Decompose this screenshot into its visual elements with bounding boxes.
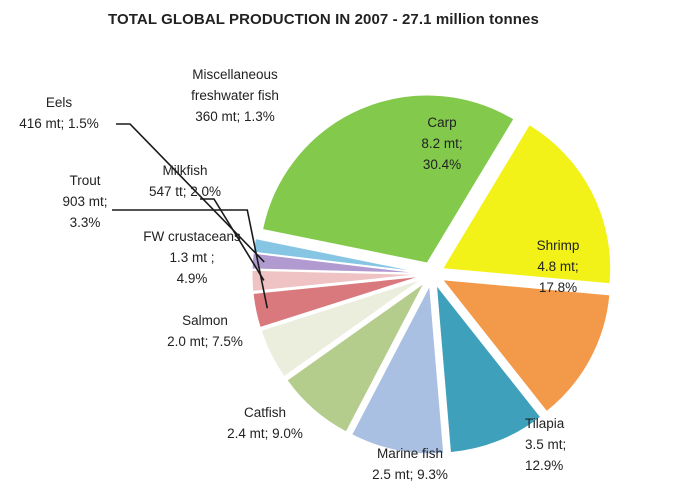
pie-slice-shrimp xyxy=(441,123,612,285)
label-salmon: Salmon 2.0 mt; 7.5% xyxy=(167,313,243,349)
pie-slice-salmon xyxy=(286,282,425,433)
pie-slice-tilapia xyxy=(441,279,611,413)
leader-line-eels xyxy=(116,123,265,263)
label-fw-crustaceans: FW crustaceans 1.3 mt ; 4.9% xyxy=(143,229,241,286)
pie-slice-catfish xyxy=(351,284,445,455)
pie-slice-carp xyxy=(261,94,515,264)
label-carp: Carp 8.2 mt; 30.4% xyxy=(421,115,463,172)
pie-slice-marine-fish xyxy=(435,283,542,454)
label-eels: Eels 416 mt; 1.5% xyxy=(19,95,99,131)
label-tilapia: Tilapia 3.5 mt; 12.9% xyxy=(525,416,567,473)
label-catfish: Catfish 2.4 mt; 9.0% xyxy=(227,405,303,441)
label-trout: Trout 903 mt; 3.3% xyxy=(62,173,108,230)
label-milkfish: Milkfish 547 tt; 2.0% xyxy=(148,163,222,199)
label-marine-fish: Marine fish 2.5 mt; 9.3% xyxy=(372,446,448,482)
chart-title: TOTAL GLOBAL PRODUCTION IN 2007 - 27.1 m… xyxy=(108,11,539,28)
leader-line-trout xyxy=(112,209,269,309)
label-shrimp: Shrimp 4.8 mt; 17.8% xyxy=(536,238,580,295)
pie-slice-trout xyxy=(252,275,421,329)
pie-slice-milkfish xyxy=(251,269,421,292)
pie-slice-fw-crustaceans xyxy=(260,278,422,378)
label-misc-freshwater-fish: Miscellaneous freshwater fish 360 mt; 1.… xyxy=(191,67,279,124)
leader-line-milkfish xyxy=(200,198,265,281)
